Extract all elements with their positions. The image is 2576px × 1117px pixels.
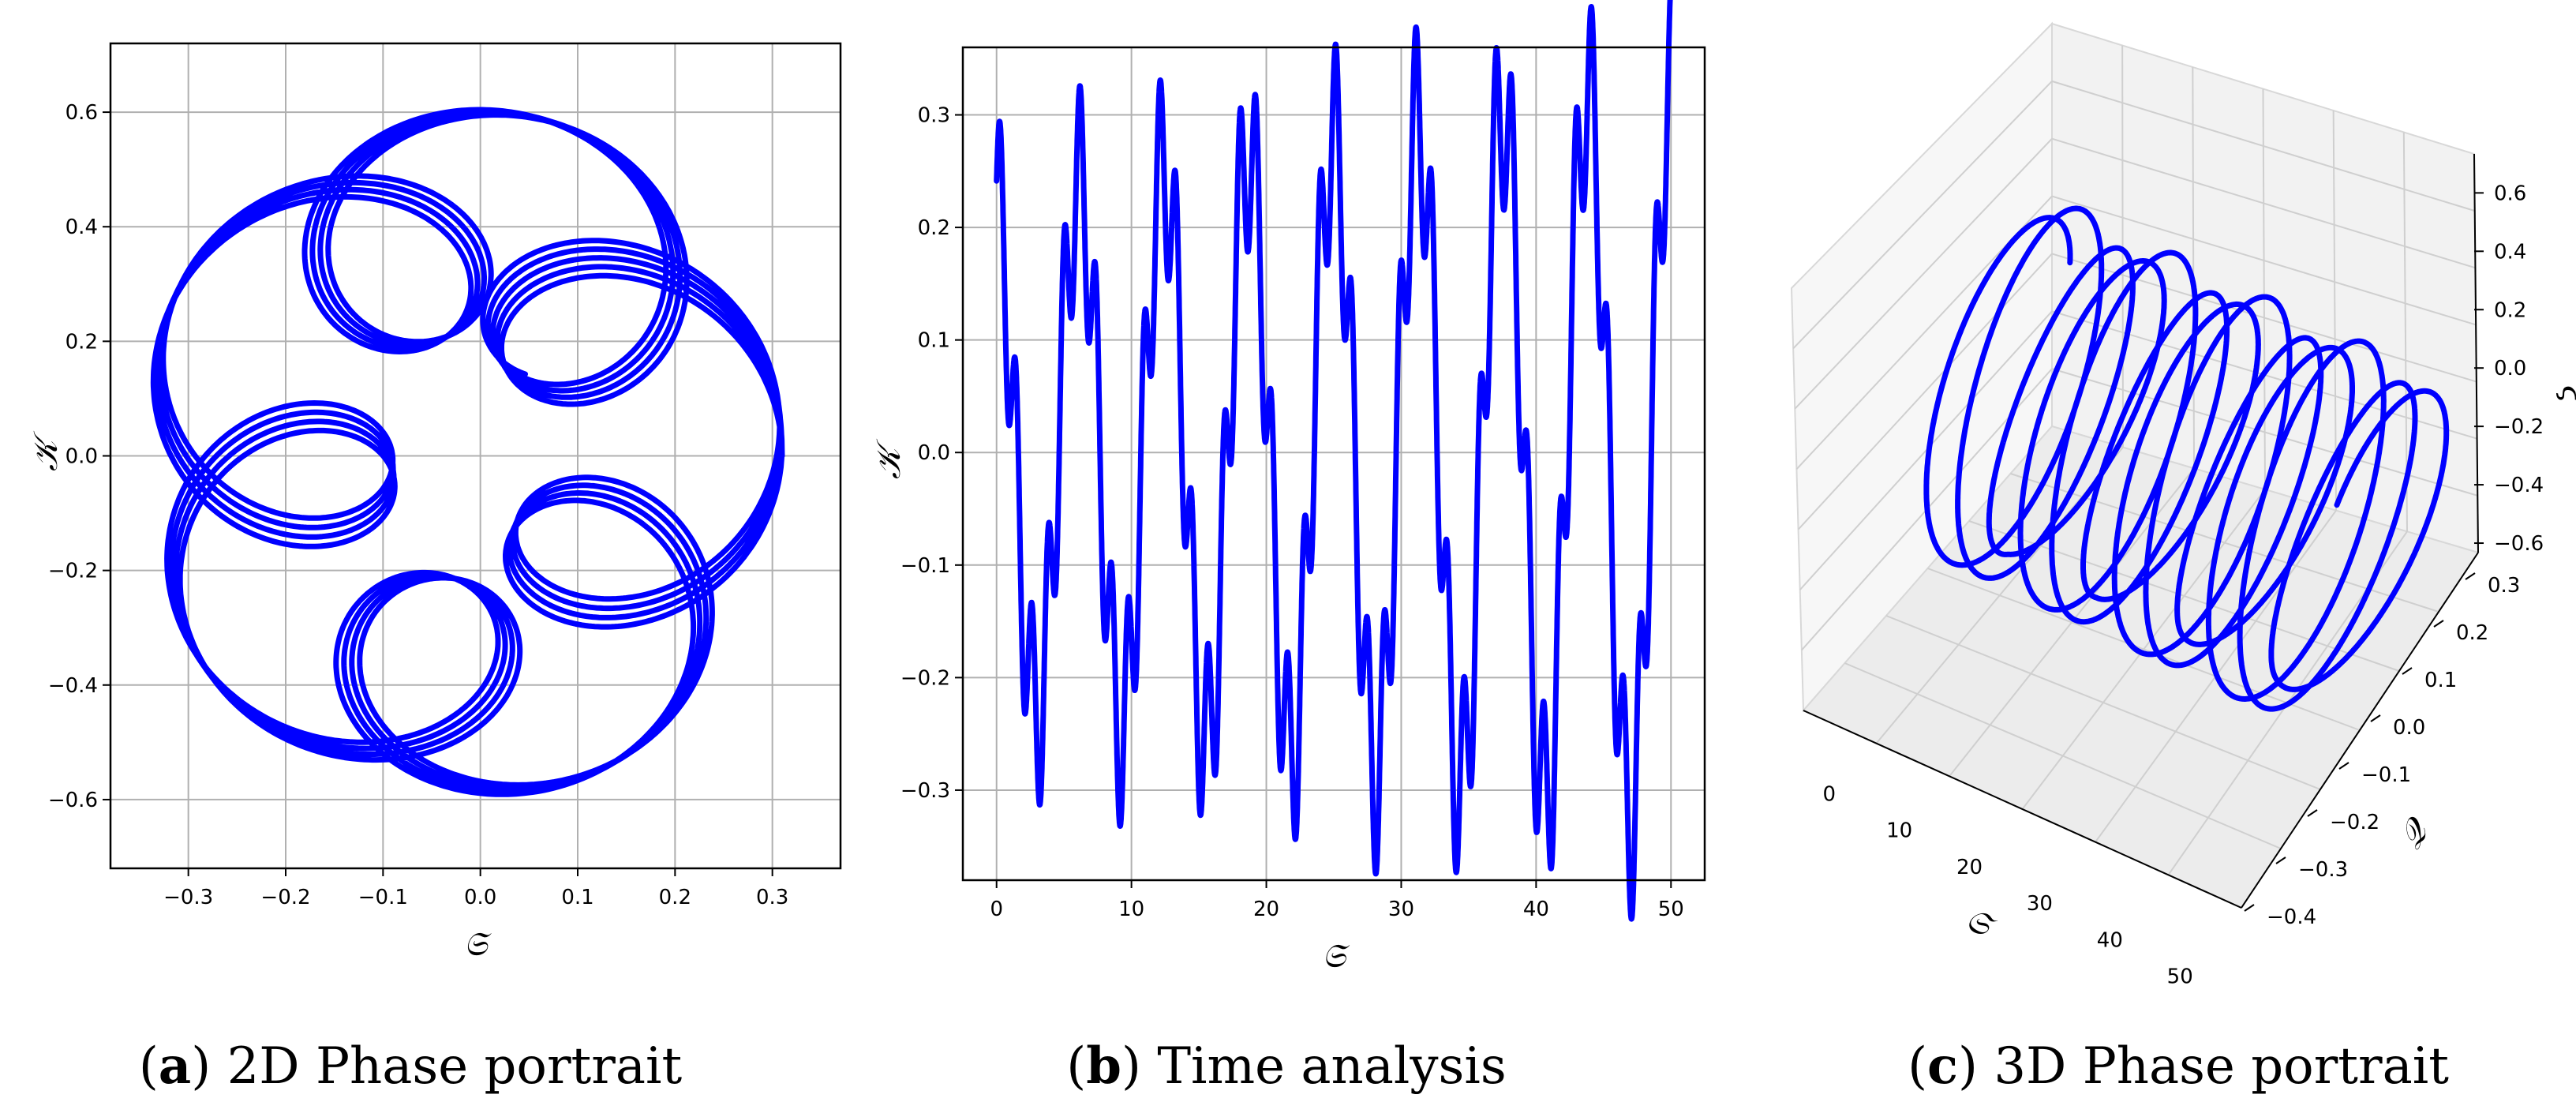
x-tick-label: 0.1	[561, 886, 593, 909]
grid-line-z-left	[1792, 81, 2053, 350]
y-tick-label: 0.1	[2424, 669, 2457, 692]
x-tick-label: 10	[1886, 819, 1912, 843]
y-tick-label: 0.3	[2488, 574, 2520, 598]
y-tick-mark	[2433, 620, 2444, 628]
grid-line-wall-x	[2262, 88, 2266, 490]
caption-a: (a) 2D Phase portrait	[139, 1036, 683, 1096]
x-axis-label: 𝔖	[464, 924, 492, 963]
y-tick-label: −0.1	[2361, 763, 2411, 787]
y-tick-mark	[2244, 904, 2255, 912]
z-tick-label: −0.2	[2494, 415, 2544, 439]
z-axis-label: ξ	[2555, 385, 2576, 405]
y-tick-label: −0.2	[2330, 811, 2379, 834]
z-tick-label: 0.0	[2494, 357, 2526, 380]
z-tick-label: 0.2	[2494, 298, 2526, 322]
x-tick-label: 40	[2097, 928, 2123, 952]
y-tick-label: −0.4	[48, 674, 98, 698]
y-axis-label: 𝒦	[26, 430, 65, 471]
panel-c-3d-phase-portrait: 01020304050−0.4−0.3−0.2−0.10.00.10.20.3−…	[1790, 21, 2576, 989]
y-tick-label: 0.4	[66, 216, 98, 239]
series-line	[150, 107, 785, 797]
grid-line-wall-x	[2192, 66, 2195, 469]
x-tick-label: −0.2	[260, 886, 310, 909]
x-axis-line	[1803, 710, 2242, 909]
y-tick-label: 0.3	[918, 104, 950, 128]
plot-frame	[961, 46, 1706, 882]
y-tick-label: 0.1	[918, 329, 950, 353]
grid-line-wall-x	[2121, 45, 2124, 448]
x-tick-label: 50	[1658, 898, 1684, 921]
caption-c: (c) 3D Phase portrait	[1908, 1036, 2449, 1096]
x-tick-label: 0.2	[659, 886, 691, 909]
y-tick-mark	[2402, 667, 2413, 675]
x-tick-label: 40	[1523, 898, 1549, 921]
x-tick-label: −0.1	[358, 886, 408, 909]
y-tick-mark	[2275, 856, 2286, 864]
y-tick-mark	[2338, 762, 2349, 770]
grid-line-wall-x	[2402, 132, 2408, 532]
y-tick-label: 0.0	[2393, 716, 2425, 740]
panel-b-time-analysis: 0 10 20 30 40 50 −0.3 −0.2 −0.1 0.0 0.1 0.2 0.3 𝔖 𝒦	[869, 0, 1706, 975]
x-tick-label: −0.3	[163, 886, 213, 909]
y-tick-label: −0.2	[48, 560, 98, 583]
grid-line-z-left	[1797, 253, 2053, 530]
plot-frame	[109, 42, 842, 870]
x-tick-label: 20	[1253, 898, 1279, 921]
y-tick-mark	[2465, 572, 2476, 580]
y-tick-label: 0.0	[66, 445, 98, 469]
x-tick-label: 10	[1118, 898, 1144, 921]
grid-line-z-left	[1794, 138, 2053, 410]
x-tick-label: 20	[1956, 856, 1983, 879]
y-tick-label: 0.0	[918, 441, 950, 465]
panel-a-2d-phase-portrait: −0.3 −0.2 −0.1 0.0 0.1 0.2 0.3 −0.6 −0.4 −0.2 0.0 0…	[26, 42, 842, 963]
x-axis-label: 𝔖	[1959, 899, 2002, 946]
y-axis-label: 𝒬	[2391, 811, 2438, 855]
grid-line-z-left	[1799, 310, 2053, 590]
y-tick-label: −0.3	[900, 779, 950, 803]
z-tick-label: −0.4	[2494, 474, 2544, 497]
series-line	[994, 0, 1673, 922]
y-tick-label: −0.6	[48, 789, 98, 812]
y-axis-label: 𝒦	[869, 438, 908, 479]
y-tick-label: −0.3	[2298, 858, 2348, 882]
y-tick-mark	[2307, 809, 2318, 817]
z-tick-label: 0.4	[2494, 240, 2526, 264]
z-tick-label: −0.6	[2494, 532, 2544, 556]
y-axis-line	[2241, 552, 2479, 909]
y-tick-label: −0.1	[900, 554, 950, 578]
y-tick-label: −0.2	[900, 666, 950, 690]
y-tick-label: 0.6	[66, 101, 98, 125]
y-tick-label: −0.4	[2267, 905, 2316, 929]
x-tick-label: 0.3	[756, 886, 788, 909]
z-tick-label: 0.6	[2494, 182, 2526, 205]
x-tick-label: 0	[1823, 782, 1837, 806]
x-tick-label: 30	[2027, 892, 2053, 916]
y-tick-mark	[2370, 714, 2381, 722]
x-tick-label: 50	[2167, 965, 2193, 989]
y-tick-label: 0.2	[2456, 621, 2488, 645]
x-tick-label: 30	[1388, 898, 1414, 921]
y-tick-label: 0.2	[66, 330, 98, 354]
y-tick-label: 0.2	[918, 216, 950, 240]
grid-line-wall-x	[2332, 110, 2337, 511]
z-axis-line	[2473, 153, 2479, 553]
caption-b: (b) Time analysis	[1066, 1036, 1506, 1096]
x-tick-label: 0.0	[464, 886, 496, 909]
x-axis-label: 𝔖	[1322, 936, 1350, 975]
x-tick-label: 0	[990, 898, 1003, 921]
series-line	[1923, 205, 2450, 712]
